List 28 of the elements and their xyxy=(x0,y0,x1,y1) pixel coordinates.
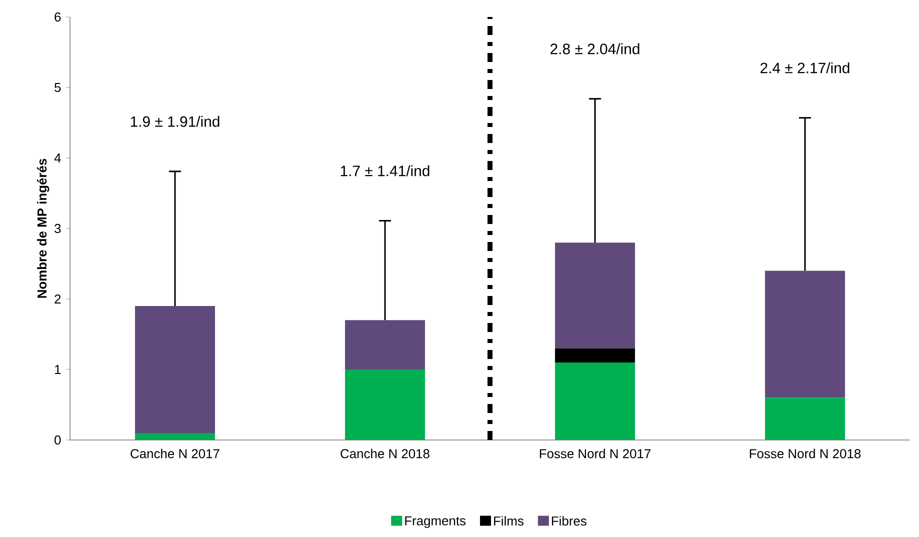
bar xyxy=(555,242,636,348)
y-tick-label: 6 xyxy=(54,12,61,22)
bar xyxy=(345,370,426,440)
legend-label: Films xyxy=(494,516,524,526)
bar xyxy=(345,320,426,370)
bar xyxy=(765,270,846,398)
x-tick-label: Fosse Nord N 2017 xyxy=(540,448,650,458)
y-tick-label: 2 xyxy=(54,294,61,304)
x-tick-label: Canche N 2017 xyxy=(130,448,220,458)
annotation: 2.8 ± 2.04/ind xyxy=(550,43,640,54)
annotation: 1.7 ± 1.41/ind xyxy=(340,165,430,176)
bar xyxy=(135,306,215,433)
x-tick-label: Canche N 2018 xyxy=(340,448,430,458)
y-tick-label: 0 xyxy=(54,435,61,445)
y-tick-label: 3 xyxy=(54,224,61,234)
y-tick-label: 1 xyxy=(55,365,61,374)
annotation: 1.9 ± 1.91/ind xyxy=(130,116,220,127)
x-tick-label: Fosse Nord N 2018 xyxy=(750,448,861,458)
bar xyxy=(135,432,215,440)
legend-label: Fragments xyxy=(405,516,466,528)
bar xyxy=(555,348,636,362)
y-axis-title: Nombre de MP ingérés xyxy=(36,158,50,298)
y-tick-label: 4 xyxy=(54,154,61,162)
y-tick-label: 5 xyxy=(54,82,61,92)
bar xyxy=(555,362,636,440)
legend-label: Fibres xyxy=(552,516,586,526)
bar xyxy=(765,398,846,440)
annotation: 2.4 ± 2.17/ind xyxy=(760,62,850,74)
